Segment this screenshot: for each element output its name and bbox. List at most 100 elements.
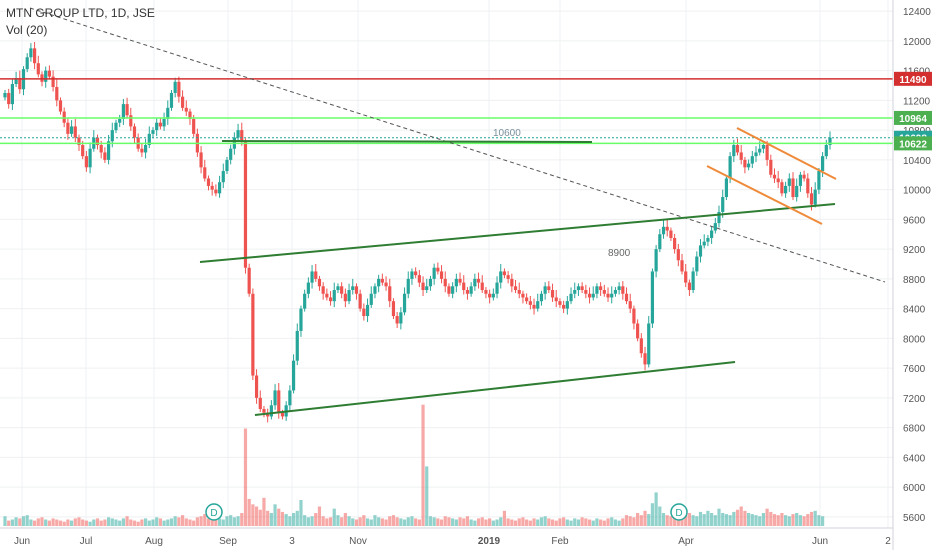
volume-bar (706, 510, 710, 526)
candle-body (721, 197, 725, 212)
volume-bar (40, 517, 44, 526)
candle-body (336, 286, 340, 291)
volume-bar (143, 518, 148, 526)
candle-body (391, 301, 396, 317)
candle-body (373, 286, 377, 294)
volume-bar (295, 510, 299, 526)
volume-bar (36, 518, 40, 526)
volume-bar (321, 516, 325, 526)
volume-bar (229, 515, 233, 526)
candle-body (713, 223, 717, 231)
y-tick-label: 7600 (903, 364, 926, 375)
volume-bar (732, 511, 736, 526)
candle-body (632, 308, 636, 324)
candle-body (576, 286, 581, 291)
volume-bars (3, 404, 825, 526)
volume-bar (543, 516, 547, 526)
candle-body (314, 271, 318, 279)
price-label-box (894, 110, 932, 125)
candle-body (580, 286, 584, 291)
volume-bar (425, 466, 429, 526)
candle-body (750, 156, 754, 164)
candle-body (132, 126, 137, 138)
candle-body (680, 260, 684, 272)
candle-body (428, 278, 433, 287)
volume-bar (177, 517, 181, 526)
volume-bar (314, 513, 318, 526)
volume-bar (610, 517, 614, 526)
volume-bar (791, 514, 795, 526)
volume-bar (325, 518, 329, 526)
candle-body (354, 286, 359, 294)
candle-body (743, 159, 747, 168)
volume-bar (236, 516, 240, 526)
candle-body (606, 293, 610, 298)
volume-bar (739, 506, 743, 526)
candle-body (510, 278, 514, 287)
candle-body (51, 76, 55, 88)
candle-body (402, 293, 407, 313)
volume-bar (576, 519, 581, 526)
candle-body (436, 267, 440, 272)
candle-body (439, 271, 444, 279)
candle-body (602, 290, 606, 294)
candle-body (617, 286, 621, 291)
volume-bar (402, 519, 407, 526)
candle-body (476, 278, 481, 283)
volume-bar (147, 520, 151, 526)
volume-bar (591, 520, 595, 526)
volume-bar (562, 517, 566, 526)
candle-body (95, 137, 100, 146)
volume-bar (373, 515, 377, 526)
candle-body (462, 282, 466, 291)
candle-body (539, 293, 544, 302)
x-tick-label: 2 (885, 536, 891, 547)
volume-bar (125, 516, 129, 526)
price-label: 10622 (894, 136, 932, 151)
volume-bar (447, 517, 451, 526)
volume-bar (351, 518, 355, 526)
candle-body (628, 301, 632, 309)
candle-body (735, 145, 740, 153)
volume-bar (565, 519, 569, 526)
candle-body (469, 286, 473, 294)
volume-bar (798, 515, 803, 526)
volume-bar (365, 518, 370, 526)
candle-body (143, 145, 148, 153)
candle-body (240, 130, 244, 142)
volume-bar (476, 518, 481, 526)
candle-body (247, 267, 251, 294)
volume-bar (206, 518, 211, 526)
candle-body (654, 249, 658, 272)
candle-body (521, 293, 525, 298)
volume-bar (99, 520, 103, 526)
candle-body (717, 211, 721, 224)
x-tick-label: Apr (678, 536, 694, 547)
volume-bar (180, 515, 185, 526)
volume-bar (650, 503, 655, 526)
candle-body (528, 301, 532, 305)
candle-body (99, 145, 103, 153)
volume-bar (303, 515, 307, 526)
volume-bar (62, 521, 66, 526)
volume-bar (58, 520, 63, 526)
volume-bar (77, 517, 81, 526)
volume-bar (617, 520, 621, 526)
candle-body (502, 271, 507, 276)
dividend-marker-label: D (675, 508, 682, 519)
price-label-text: 11490 (899, 75, 927, 86)
candle-body (698, 245, 703, 257)
volume-bar (710, 513, 714, 526)
volume-bar (306, 517, 310, 526)
candle-body (828, 137, 832, 146)
volume-bar (388, 516, 392, 526)
volume-bar (106, 517, 111, 526)
candle-body (55, 87, 59, 101)
candle-body (643, 353, 647, 365)
volume-bar (384, 519, 388, 526)
candle-body (543, 286, 547, 294)
candle-body (32, 48, 37, 64)
candle-body (162, 118, 166, 127)
